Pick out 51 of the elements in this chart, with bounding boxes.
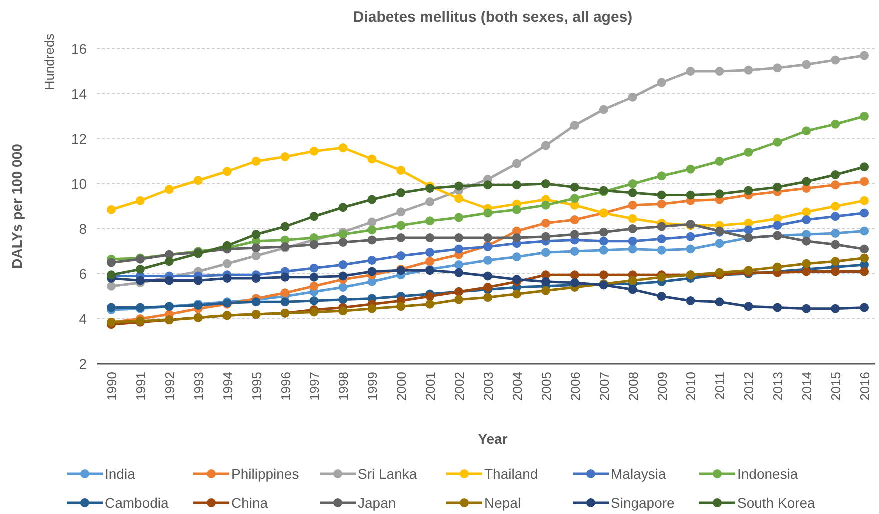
legend-label: Indonesia [738, 466, 798, 482]
y-tick-label: 4 [79, 311, 88, 327]
legend-label: China [232, 495, 268, 511]
x-tick-label: 2000 [394, 372, 410, 401]
x-tick-label: 2010 [684, 372, 699, 401]
x-tick-label: 1990 [104, 372, 120, 401]
x-tick-label: 2016 [858, 372, 873, 401]
x-tick-label: 1995 [249, 372, 264, 401]
x-tick-label: 1991 [133, 372, 148, 401]
legend-label: Thailand [484, 466, 538, 482]
legend-label: India [105, 466, 136, 482]
text: Hundreds [42, 33, 57, 90]
y-axis-title: DALYs per 100 000 [9, 144, 25, 269]
x-axis-title: Year [478, 431, 508, 447]
x-tick-label: 1992 [162, 372, 178, 401]
legend-label: Cambodia [105, 495, 170, 511]
legend-label: South Korea [738, 495, 816, 511]
x-tick-label: 2005 [538, 372, 554, 401]
x-tick-label: 2003 [481, 372, 496, 401]
x-tick-label: 2012 [742, 372, 757, 401]
legend-label: Philippines [232, 466, 300, 482]
x-tick-label: 1993 [191, 372, 206, 401]
x-tick-label: 1998 [336, 372, 352, 401]
chart-title: Diabetes mellitus (both sexes, all ages) [353, 9, 633, 26]
y-tick-label: 2 [79, 356, 88, 372]
legend-label: Japan [358, 495, 396, 511]
x-tick-label: 1996 [278, 372, 294, 401]
x-tick-label: 2008 [626, 372, 641, 401]
x-tick-label: 2009 [654, 372, 670, 401]
x-tick-label: 2002 [452, 372, 468, 401]
x-tick-label: 2013 [770, 372, 786, 401]
x-tick-label: 1997 [307, 372, 322, 401]
x-tick-label: 2001 [423, 372, 438, 401]
y-tick-label: 14 [71, 86, 88, 102]
y-tick-label: 12 [71, 131, 88, 147]
legend-label: Malaysia [611, 466, 666, 482]
legend-label: Sri Lanka [358, 466, 418, 482]
x-tick-label: 2015 [828, 372, 844, 401]
y-tick-label: 8 [79, 221, 88, 237]
x-tick-label: 1994 [220, 372, 236, 401]
x-tick-label: 1999 [365, 372, 380, 401]
y-tick-label: 16 [71, 41, 88, 57]
x-tick-label: 2014 [800, 372, 815, 401]
x-tick-label: 2004 [510, 372, 525, 401]
x-tick-label: 2007 [596, 372, 612, 401]
legend-label: Nepal [484, 495, 522, 511]
legend-label: Singapore [611, 495, 676, 511]
y-tick-label: 10 [71, 176, 88, 192]
x-tick-label: 2011 [712, 372, 728, 400]
y-tick-label: 6 [79, 266, 88, 282]
x-tick-label: 2006 [568, 372, 583, 401]
